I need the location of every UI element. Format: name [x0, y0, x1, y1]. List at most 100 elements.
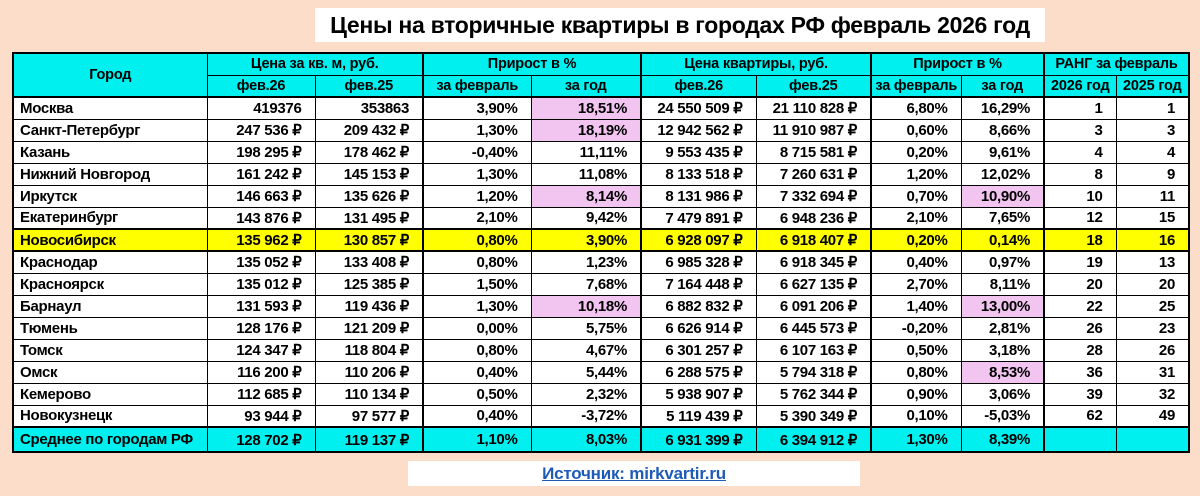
value-cell: 198 295 ₽ — [206, 140, 316, 164]
value-cell: 16,29% — [960, 96, 1045, 120]
value-cell: 128 176 ₽ — [206, 316, 316, 340]
table-row: Иркутск 146 663 ₽135 626 ₽1,20% 8,14% 8 131… — [12, 184, 1190, 208]
value-cell: 110 134 ₽ — [314, 382, 424, 406]
value-cell: 247 536 ₽ — [206, 118, 316, 142]
value-cell: 5 938 907 ₽ — [640, 382, 757, 406]
value-cell: 32 — [1115, 382, 1190, 406]
value-cell: 10,90% — [960, 184, 1045, 208]
header-group-growth-sqm: Прирост в % — [422, 52, 642, 76]
city-cell: Краснодар — [12, 250, 208, 274]
value-cell: 6 985 328 ₽ — [640, 250, 757, 274]
value-cell: 12 942 562 ₽ — [640, 118, 757, 142]
header-sub-feb26-sqm: фев.26 — [206, 74, 316, 98]
value-cell: 209 432 ₽ — [314, 118, 424, 142]
value-cell: 131 495 ₽ — [314, 206, 424, 230]
value-cell: 131 593 ₽ — [206, 294, 316, 318]
value-cell: 419376 — [206, 96, 316, 120]
value-cell: 7 479 891 ₽ — [640, 206, 757, 230]
value-cell: 0,70% — [870, 184, 962, 208]
header-sub-feb25-flat: фев.25 — [755, 74, 872, 98]
value-cell: 5 794 318 ₽ — [755, 360, 872, 384]
value-cell: 1 — [1043, 96, 1117, 120]
value-cell: 8,03% — [530, 426, 642, 453]
value-cell: 4 — [1115, 140, 1190, 164]
value-cell: 1,20% — [422, 184, 532, 208]
value-cell: 5,44% — [530, 360, 642, 384]
value-cell: 6 918 407 ₽ — [755, 228, 872, 252]
value-cell: 110 206 ₽ — [314, 360, 424, 384]
value-cell: 6 301 257 ₽ — [640, 338, 757, 362]
source-link[interactable]: Источник: mirkvartir.ru — [542, 463, 726, 483]
value-cell: 4,67% — [530, 338, 642, 362]
value-cell: 6 918 345 ₽ — [755, 250, 872, 274]
value-cell: 1,23% — [530, 250, 642, 274]
value-cell: 7 164 448 ₽ — [640, 272, 757, 296]
value-cell: 6 091 206 ₽ — [755, 294, 872, 318]
table-row: Нижний Новгород 161 242 ₽145 153 ₽1,30% 11… — [12, 162, 1190, 186]
value-cell: 9,61% — [960, 140, 1045, 164]
value-cell: 19 — [1043, 250, 1117, 274]
table-row: Кемерово 112 685 ₽110 134 ₽0,50% 2,32% 5 93… — [12, 382, 1190, 406]
city-cell: Среднее по городам РФ — [12, 426, 208, 453]
value-cell: -3,72% — [530, 404, 642, 428]
header-sub-feb25-sqm: фев.25 — [314, 74, 424, 98]
header-city: Город — [12, 52, 208, 98]
value-cell: 6 394 912 ₽ — [755, 426, 872, 453]
value-cell: 2,81% — [960, 316, 1045, 340]
value-cell: 145 153 ₽ — [314, 162, 424, 186]
value-cell: 7 332 694 ₽ — [755, 184, 872, 208]
value-cell: 4 — [1043, 140, 1117, 164]
value-cell: 0,50% — [422, 382, 532, 406]
value-cell: 6 626 914 ₽ — [640, 316, 757, 340]
city-cell: Барнаул — [12, 294, 208, 318]
value-cell: 0,60% — [870, 118, 962, 142]
value-cell: 2,10% — [870, 206, 962, 230]
value-cell: 8,39% — [960, 426, 1045, 453]
prices-table: Город Цена за кв. м, руб. Прирост в % Це… — [12, 52, 1190, 453]
table-row: Екатеринбург 143 876 ₽131 495 ₽2,10% 9,42%… — [12, 206, 1190, 230]
value-cell: 133 408 ₽ — [314, 250, 424, 274]
value-cell: 0,80% — [422, 250, 532, 274]
city-cell: Москва — [12, 96, 208, 120]
value-cell — [1115, 426, 1190, 453]
value-cell: 118 804 ₽ — [314, 338, 424, 362]
value-cell: 6 445 573 ₽ — [755, 316, 872, 340]
value-cell: 6,80% — [870, 96, 962, 120]
value-cell: 0,14% — [960, 228, 1045, 252]
value-cell: 9 — [1115, 162, 1190, 186]
value-cell: -5,03% — [960, 404, 1045, 428]
value-cell: 8 — [1043, 162, 1117, 186]
value-cell: 31 — [1115, 360, 1190, 384]
value-cell: 0,00% — [422, 316, 532, 340]
value-cell: 9 553 435 ₽ — [640, 140, 757, 164]
header-sub-month-sqm: за февраль — [422, 74, 532, 98]
value-cell: 121 209 ₽ — [314, 316, 424, 340]
value-cell: 7,65% — [960, 206, 1045, 230]
source-bar: Источник: mirkvartir.ru — [408, 461, 860, 486]
value-cell: 5 390 349 ₽ — [755, 404, 872, 428]
table-body: Москва 419376 353863 3,90% 18,51% 24 550 509 … — [12, 96, 1190, 453]
value-cell: 5 119 439 ₽ — [640, 404, 757, 428]
city-cell: Томск — [12, 338, 208, 362]
value-cell: 130 857 ₽ — [314, 228, 424, 252]
value-cell: 12 — [1043, 206, 1117, 230]
table-row-average: Среднее по городам РФ 128 702 ₽119 137 ₽1… — [12, 426, 1190, 453]
header-group-price-sqm: Цена за кв. м, руб. — [206, 52, 424, 76]
header-sub-month-flat: за февраль — [870, 74, 962, 98]
table-row: Красноярск 135 012 ₽125 385 ₽1,50% 7,68% 7 … — [12, 272, 1190, 296]
value-cell: 146 663 ₽ — [206, 184, 316, 208]
value-cell: 13 — [1115, 250, 1190, 274]
city-cell: Новосибирск — [12, 228, 208, 252]
city-cell: Казань — [12, 140, 208, 164]
value-cell: 8,66% — [960, 118, 1045, 142]
city-cell: Новокузнецк — [12, 404, 208, 428]
table-row: Тюмень 128 176 ₽121 209 ₽0,00% 5,75% 6 626 … — [12, 316, 1190, 340]
value-cell — [1043, 426, 1117, 453]
value-cell: 1,30% — [422, 294, 532, 318]
header-sub-feb26-flat: фев.26 — [640, 74, 757, 98]
value-cell: 13,00% — [960, 294, 1045, 318]
value-cell: 1,40% — [870, 294, 962, 318]
city-cell: Тюмень — [12, 316, 208, 340]
value-cell: 23 — [1115, 316, 1190, 340]
value-cell: 15 — [1115, 206, 1190, 230]
